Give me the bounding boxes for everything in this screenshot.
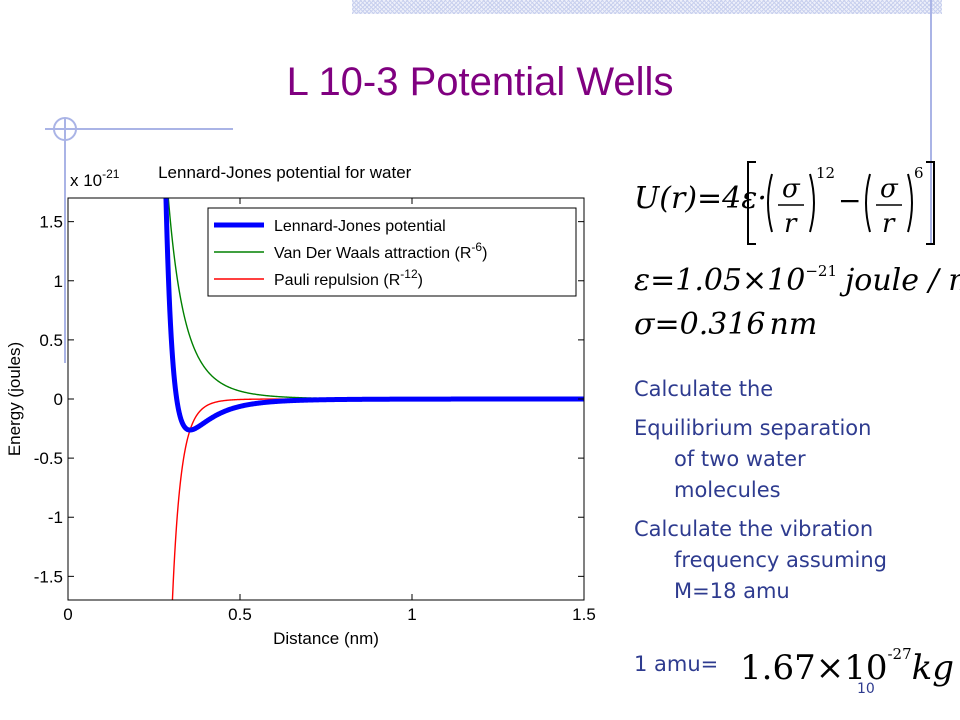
sigma-numerator: σ (782, 174, 801, 204)
y-tick-label: 0 (54, 390, 63, 409)
equation-lhs: U(r)=4ε· (634, 181, 767, 216)
minus-sign: − (838, 184, 861, 217)
y-axis-label: Energy (joules) (5, 342, 24, 456)
decorative-circle (53, 117, 77, 141)
instruction-line: Calculate the vibration (634, 517, 874, 541)
r-denominator: r (784, 209, 798, 239)
instruction-line: M=18 amu (674, 579, 790, 603)
y-axis-multiplier: x 10-21 (70, 167, 120, 190)
epsilon-value: ε=1.05×10 (634, 263, 805, 298)
chart-title: Lennard-Jones potential for water (158, 163, 412, 182)
instruction-line: Equilibrium separation (634, 416, 872, 440)
y-tick-label: -1 (48, 508, 63, 527)
x-axis-label: Distance (nm) (273, 629, 379, 648)
instruction-line: Calculate the (634, 377, 774, 401)
decorative-line (64, 118, 66, 363)
legend-box (207, 207, 577, 297)
legend-label-vdw: Van Der Waals attraction (R-6) (274, 240, 487, 262)
sigma-numerator-2: σ (880, 174, 899, 204)
y-tick-label: -1.5 (34, 567, 63, 586)
epsilon-exponent: −21 (805, 262, 837, 280)
x-tick-label: 1 (407, 605, 416, 624)
y-tick-label: 0.5 (39, 331, 63, 350)
legend-label-pauli: Pauli repulsion (R-12) (274, 267, 423, 289)
y-tick-label: 1.5 (39, 213, 63, 232)
r-denominator-2: r (882, 209, 896, 239)
instruction-line: molecules (674, 478, 781, 502)
legend-label-lj: Lennard-Jones potential (274, 218, 446, 235)
decorative-pattern-bar (352, 0, 942, 14)
epsilon-unit: joule / molecule (839, 263, 960, 298)
series-line-lj (163, 198, 584, 433)
y-tick-label: -0.5 (34, 449, 63, 468)
instruction-line: frequency assuming (674, 548, 887, 572)
instruction-line: of two water (674, 447, 806, 471)
amu-value: 1.67×10-27kg (740, 644, 954, 688)
sigma-value: σ=0.316 (634, 307, 766, 340)
slide-title: L 10-3 Potential Wells (286, 60, 674, 104)
exponent-12: 12 (816, 164, 835, 182)
instruction-text: Calculate the Equilibrium separation of … (634, 374, 887, 607)
x-tick-label: 0 (63, 605, 72, 624)
exponent-6: 6 (914, 164, 924, 182)
decorative-line (45, 128, 233, 130)
decorative-line (930, 0, 932, 245)
lennard-jones-chart: 0 0.5 1 1.5 -1.5 -1 -0.5 0 0.5 1 1.5 Lennard-Jones … (5, 163, 596, 648)
x-tick-label: 1.5 (572, 605, 596, 624)
amu-label: 1 amu= (634, 652, 719, 676)
lennard-jones-equation: U(r)=4ε· σ r 12 − σ r 6 ε=1.05×10−21 joul… (634, 161, 960, 340)
y-tick-label: 1 (54, 272, 63, 291)
x-tick-label: 0.5 (228, 605, 252, 624)
slide-number: 10 (857, 681, 875, 697)
sigma-unit: nm (770, 307, 818, 340)
